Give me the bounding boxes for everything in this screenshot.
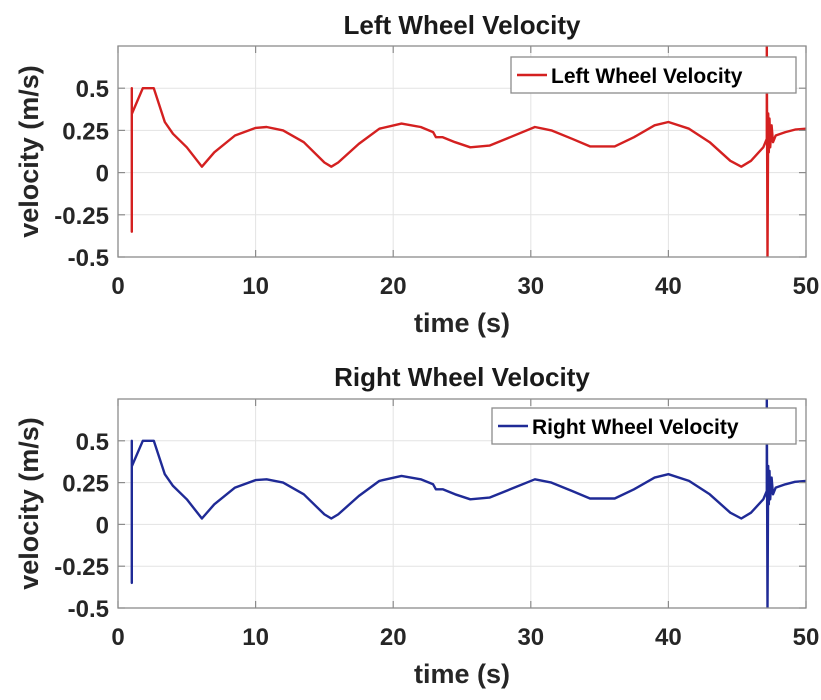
x-tick-label: 0: [111, 624, 124, 651]
x-tick-label: 30: [517, 624, 544, 651]
x-tick-label: 20: [380, 273, 407, 300]
y-axis-label: velocity (m/s): [14, 417, 44, 590]
axes-box: [117, 398, 807, 609]
legend: Left Wheel Velocity: [510, 56, 797, 94]
series-line: [130, 399, 806, 608]
y-tick-label: 0: [96, 161, 109, 188]
legend-box: [491, 407, 797, 445]
x-tick-label: 40: [655, 624, 682, 651]
legend-box: [510, 56, 797, 94]
legend: Right Wheel Velocity: [491, 407, 797, 445]
legend-label: Left Wheel Velocity: [551, 65, 743, 88]
series-layer: [130, 399, 806, 608]
y-tick-label: -0.5: [68, 596, 109, 623]
chart-title: Left Wheel Velocity: [344, 10, 581, 40]
y-tick-label: 0.5: [76, 76, 109, 103]
right-wheel-velocity-plot: Right Wheel Velocity 0 10 20 30 40 50 -0.5 -0.2…: [14, 362, 819, 689]
y-axis-label: velocity (m/s): [14, 65, 44, 238]
x-tick-label: 10: [242, 273, 269, 300]
y-tick-label: 0.25: [62, 118, 109, 145]
y-tick-label: 0.25: [62, 471, 109, 498]
x-axis-label: time (s): [414, 659, 510, 689]
y-tick-label: -0.5: [68, 245, 109, 272]
x-tick-label: 10: [242, 624, 269, 651]
y-tick-label: -0.25: [54, 203, 109, 230]
x-tick-label: 50: [793, 273, 820, 300]
legend-label: Right Wheel Velocity: [532, 416, 739, 439]
y-tick-label: 0.5: [76, 429, 109, 456]
x-tick-label: 30: [517, 273, 544, 300]
chart-title: Right Wheel Velocity: [334, 362, 590, 392]
series-line: [130, 46, 806, 257]
x-axis-label: time (s): [414, 308, 510, 338]
y-tick-label: -0.25: [54, 554, 109, 581]
y-tick-label: 0: [96, 512, 109, 539]
ticks: 0 10 20 30 40 50 -0.5 -0.25 0 0.25 0.5: [54, 46, 819, 300]
x-tick-label: 40: [655, 273, 682, 300]
ticks: 0 10 20 30 40 50 -0.5 -0.25 0 0.25 0.5: [54, 399, 819, 651]
left-wheel-velocity-plot: Left Wheel Velocity 0 10 20 30 40 50 -0.5 -0.25…: [14, 10, 819, 338]
series-layer: [130, 46, 806, 257]
x-tick-label: 20: [380, 624, 407, 651]
x-tick-label: 50: [793, 624, 820, 651]
axes-box: [117, 45, 807, 258]
x-tick-label: 0: [111, 273, 124, 300]
